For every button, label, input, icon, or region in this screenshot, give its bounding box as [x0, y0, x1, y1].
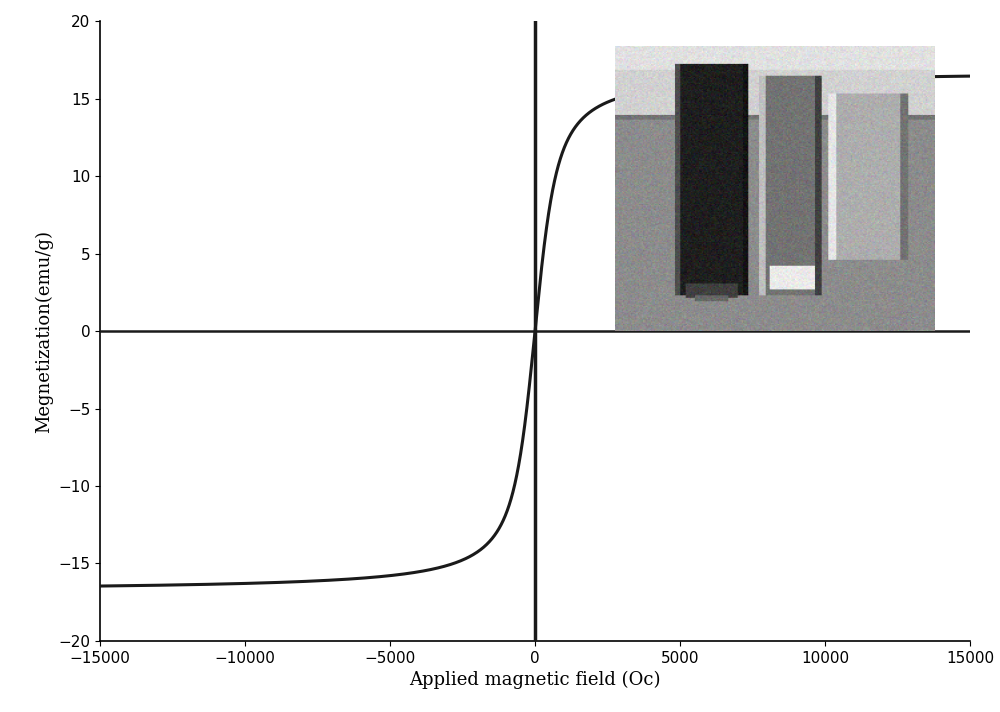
- Y-axis label: Megnetization(emu/g): Megnetization(emu/g): [34, 229, 53, 433]
- X-axis label: Applied magnetic field (Oc): Applied magnetic field (Oc): [409, 671, 661, 689]
